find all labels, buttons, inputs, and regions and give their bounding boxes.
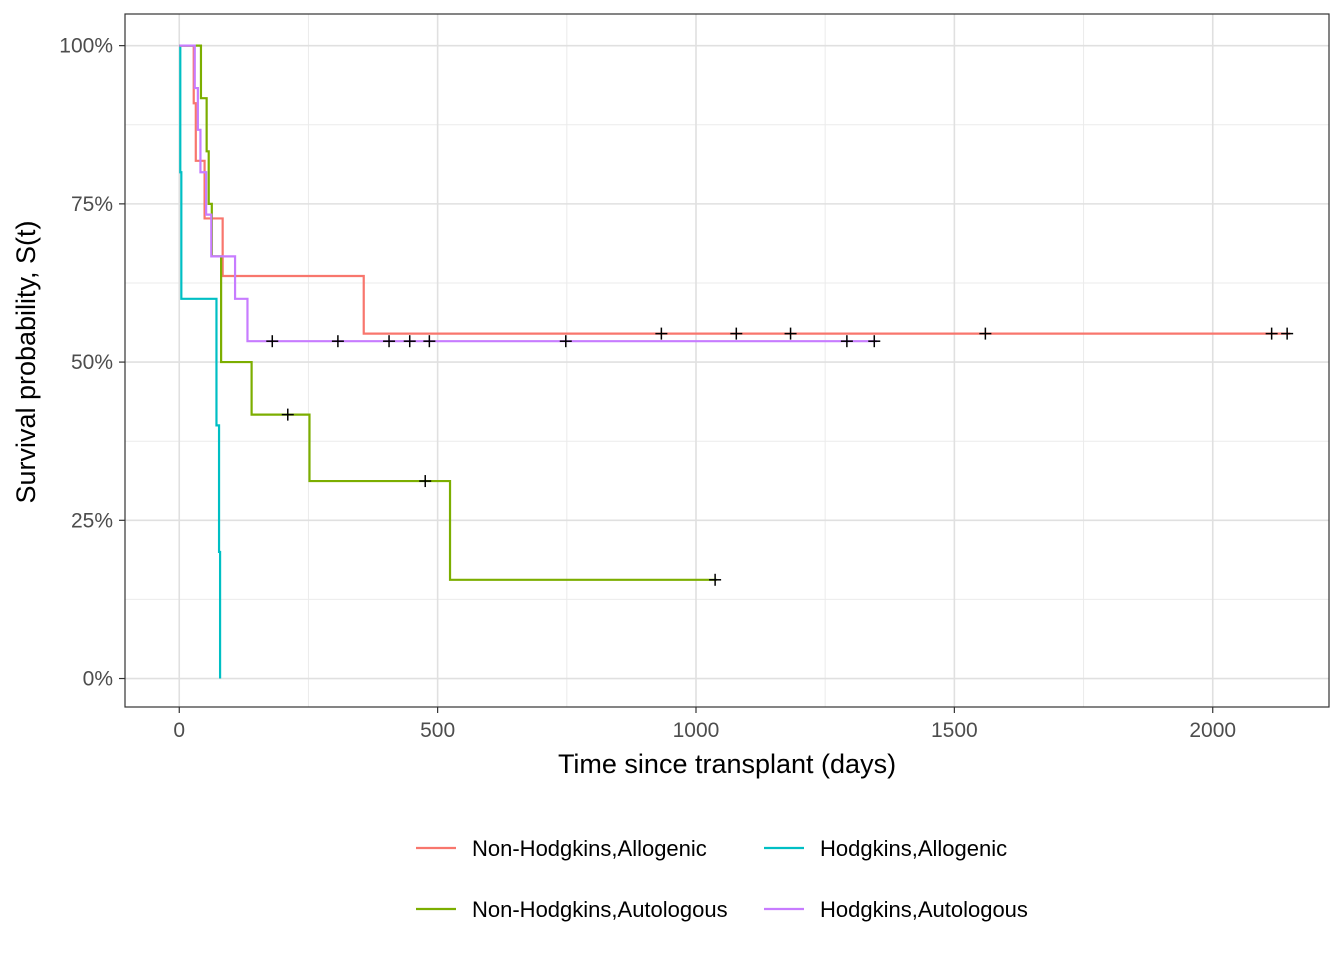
y-tick-label: 100% [59, 35, 113, 58]
survival-curve-line [179, 44, 222, 679]
x-tick-label: 1000 [673, 719, 720, 742]
x-tick-label: 1500 [931, 719, 978, 742]
x-tick-label: 0 [173, 719, 185, 742]
y-tick-label: 50% [71, 351, 113, 374]
survival-curve-line [179, 44, 877, 343]
y-axis: 0% 25% 50% 75% 100% [59, 35, 125, 691]
minor-gridlines [125, 14, 1329, 707]
legend-item: Hodgkins,Allogenic [764, 836, 1007, 861]
x-tick-label: 2000 [1189, 719, 1236, 742]
x-axis-title: Time since transplant (days) [558, 749, 896, 779]
legend-label: Non-Hodgkins,Allogenic [472, 836, 707, 861]
censor-mark [419, 475, 432, 488]
censor-mark [383, 335, 396, 348]
censor-mark [979, 327, 992, 340]
y-tick-label: 0% [83, 668, 113, 691]
censor-mark [331, 335, 344, 348]
legend: Non-Hodgkins,Allogenic Hodgkins,Allogenic… [416, 836, 1028, 922]
censor-mark [709, 573, 722, 586]
censor-mark [655, 327, 668, 340]
censor-mark [840, 335, 853, 348]
censor-mark [281, 408, 294, 421]
legend-label: Hodgkins,Allogenic [820, 836, 1007, 861]
plot-panel-border [124, 13, 1330, 708]
x-tick-label: 500 [420, 719, 455, 742]
censor-mark [559, 335, 572, 348]
survival-curve-line [179, 44, 717, 581]
y-tick-label: 75% [71, 193, 113, 216]
censor-mark [730, 327, 743, 340]
major-gridlines [125, 14, 1329, 707]
legend-label: Hodgkins,Autologous [820, 897, 1028, 922]
censor-marks [266, 327, 1294, 586]
censor-mark [1281, 327, 1294, 340]
y-tick-label: 25% [71, 509, 113, 532]
y-axis-title: Survival probability, S(t) [11, 220, 41, 503]
censor-mark [1265, 327, 1278, 340]
x-axis: 0 500 1000 1500 2000 [173, 707, 1236, 742]
censor-mark [423, 335, 436, 348]
censor-mark [266, 335, 279, 348]
censor-mark [868, 335, 881, 348]
survival-curve-line [179, 44, 1291, 335]
legend-label: Non-Hodgkins,Autologous [472, 897, 728, 922]
censor-mark [784, 327, 797, 340]
survival-curves [179, 44, 1291, 679]
legend-item: Hodgkins,Autologous [764, 897, 1028, 922]
censor-mark [403, 335, 416, 348]
legend-item: Non-Hodgkins,Allogenic [416, 836, 707, 861]
legend-item: Non-Hodgkins,Autologous [416, 897, 728, 922]
